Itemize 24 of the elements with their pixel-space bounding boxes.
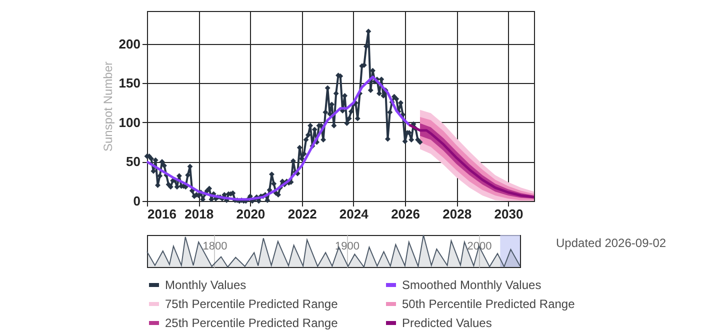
y-axis-title: Sunspot Number [100,61,115,152]
y-tick-label: 0 [133,194,140,208]
legend-label: Monthly Values [165,278,246,292]
y-tick-label: 200 [118,36,140,52]
text: Updated 2026-09-02 [556,236,666,250]
x-tick-label: 2028 [442,206,472,222]
x-tick-label: 1800 [202,240,228,252]
x-tick-label: 2016 [148,206,176,222]
x-tick-label: 2030 [494,206,524,222]
x-tick-label: 2000 [467,240,492,252]
x-tick-label: 2022 [288,206,317,222]
legend-label: Predicted Values [402,316,492,330]
x-tick-label: 2024 [339,206,370,222]
x-tick-label: 2018 [184,206,214,222]
legend-label: 25th Percentile Predicted Range [165,316,338,330]
y-tick-label: 100 [118,114,140,130]
y-tick-label: 150 [118,76,140,91]
legend-label: 50th Percentile Predicted Range [402,297,576,311]
y-tick-label: 50 [126,154,140,170]
x-tick-label: 2020 [236,206,266,222]
legend-label: Smoothed Monthly Values [402,278,542,292]
legend-label: 75th Percentile Predicted Range [165,297,338,311]
x-tick-label: 2026 [391,206,420,222]
x-tick-label: 1900 [334,240,360,252]
